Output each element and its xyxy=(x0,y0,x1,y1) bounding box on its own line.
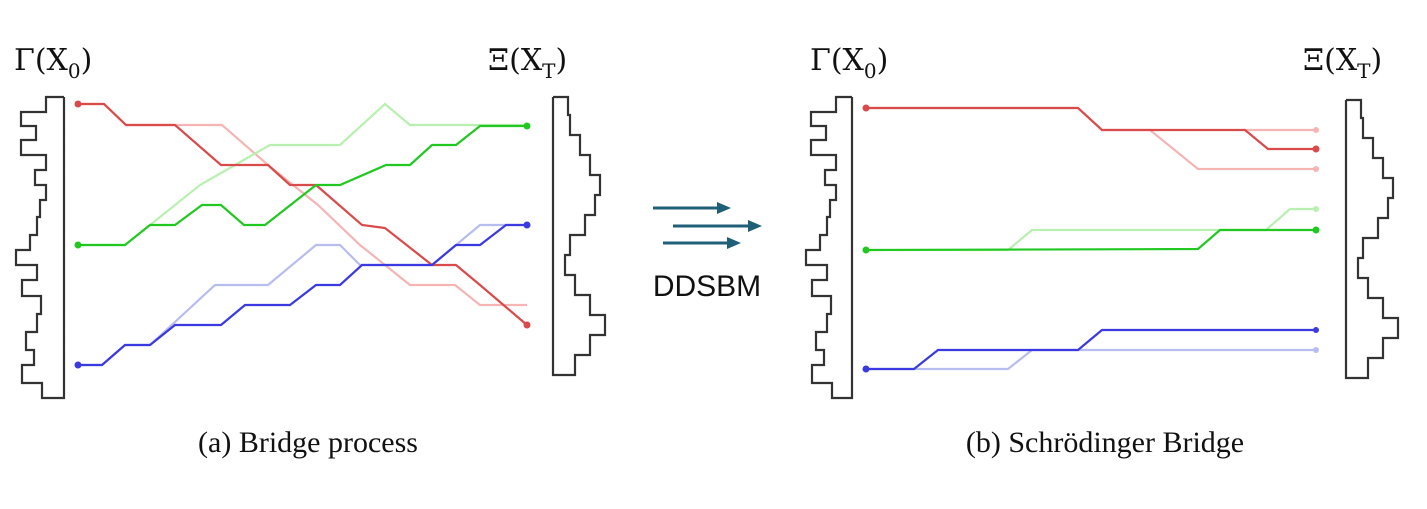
red-end-point-faint-b xyxy=(1313,127,1319,133)
red-start-point-a xyxy=(74,100,82,108)
blue-path-a xyxy=(78,223,527,367)
blue-end-point-faint-b xyxy=(1313,347,1319,353)
source-label-a: Γ(X0) xyxy=(14,43,92,83)
red-path-a xyxy=(78,102,528,326)
green-end-point-faint-b xyxy=(1313,206,1319,212)
caption-b: (b) Schrödinger Bridge xyxy=(966,426,1244,459)
blue-start-point-b xyxy=(862,365,870,373)
panel-schrodinger-bridge: Γ(X0) Ξ(XT) (b) Schrödinger Bridge xyxy=(804,43,1400,459)
blue-path-b xyxy=(866,328,1316,371)
target-label-b: Ξ(XT) xyxy=(1303,43,1382,83)
green-start-point-a xyxy=(74,241,82,249)
green-end-point-b xyxy=(1312,226,1320,234)
green-end-point-a xyxy=(523,122,531,130)
green-path-a xyxy=(78,124,527,247)
red-end-point-b xyxy=(1312,145,1320,153)
green-path-b xyxy=(865,228,1316,252)
source-histogram-b xyxy=(804,95,854,400)
red-path-b xyxy=(866,106,1316,151)
panel-bridge-process: Γ(X0) Ξ(XT) (a) Bridge process xyxy=(14,43,607,459)
target-label-a: Ξ(XT) xyxy=(488,43,567,83)
source-label-b: Γ(X0) xyxy=(810,43,888,83)
red-end-point-faint-b-2 xyxy=(1313,166,1319,172)
blue-path-faint-b xyxy=(866,348,1316,371)
arrow-right-icon xyxy=(653,202,731,214)
transform-arrows: DDSBM xyxy=(653,202,762,303)
caption-a: (a) Bridge process xyxy=(198,426,418,459)
red-path-faint-a xyxy=(78,102,527,307)
target-histogram-a xyxy=(551,95,607,377)
source-histogram-a xyxy=(14,95,66,400)
green-start-point-b xyxy=(862,246,870,254)
arrow-right-icon xyxy=(673,220,762,232)
red-end-point-a xyxy=(523,321,531,329)
blue-start-point-a xyxy=(74,361,82,369)
target-histogram-b xyxy=(1344,98,1400,380)
red-start-point-b xyxy=(862,104,870,112)
arrow-right-icon xyxy=(663,237,741,249)
blue-end-point-a xyxy=(523,221,531,229)
blue-end-point-b xyxy=(1313,327,1319,333)
method-label: DDSBM xyxy=(653,270,761,303)
red-path-faint-b xyxy=(866,106,1316,171)
